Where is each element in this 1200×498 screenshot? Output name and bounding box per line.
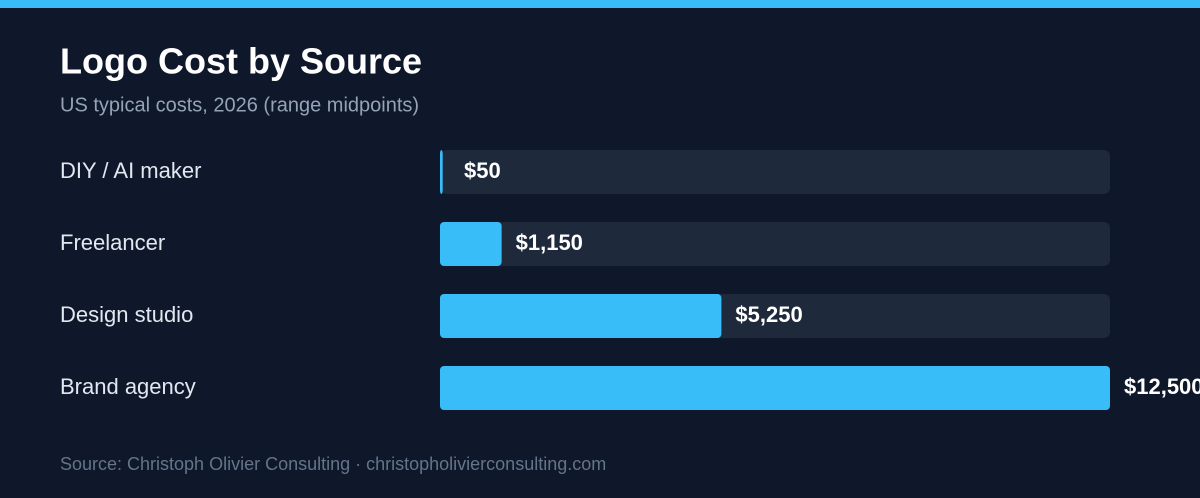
bar [440,150,443,194]
category-label: Design studio [60,302,193,327]
bar-track [440,150,1110,194]
chart-subtitle: US typical costs, 2026 (range midpoints) [60,94,419,116]
top-stripe [0,0,1200,8]
bar [440,294,722,338]
category-label: Freelancer [60,230,165,255]
value-label: $5,250 [735,302,802,327]
chart-title: Logo Cost by Source [60,41,422,82]
category-label: Brand agency [60,374,196,399]
value-label: $50 [464,158,501,183]
bar [440,222,502,266]
bar [440,366,1110,410]
source-note: Source: Christoph Olivier Consulting · c… [60,454,606,474]
value-label: $1,150 [516,230,583,255]
category-label: DIY / AI maker [60,158,201,183]
bar-track [440,222,1110,266]
value-label: $12,500 [1124,374,1200,399]
